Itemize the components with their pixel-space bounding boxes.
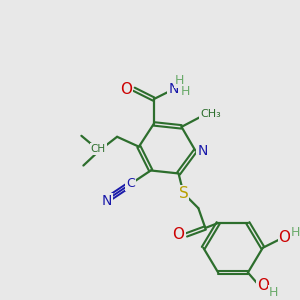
Text: CH₃: CH₃ [200, 109, 220, 119]
Text: O: O [172, 227, 184, 242]
Text: H: H [291, 226, 300, 239]
Text: N: N [102, 194, 112, 208]
Text: H: H [269, 286, 278, 299]
Text: CH: CH [91, 144, 106, 154]
Text: O: O [120, 82, 132, 97]
Text: N: N [197, 144, 208, 158]
Text: H: H [181, 85, 190, 98]
Text: N: N [168, 82, 179, 96]
Text: S: S [178, 186, 188, 201]
Text: O: O [279, 230, 291, 245]
Text: C: C [127, 177, 135, 190]
Text: O: O [257, 278, 269, 293]
Text: H: H [175, 74, 184, 87]
